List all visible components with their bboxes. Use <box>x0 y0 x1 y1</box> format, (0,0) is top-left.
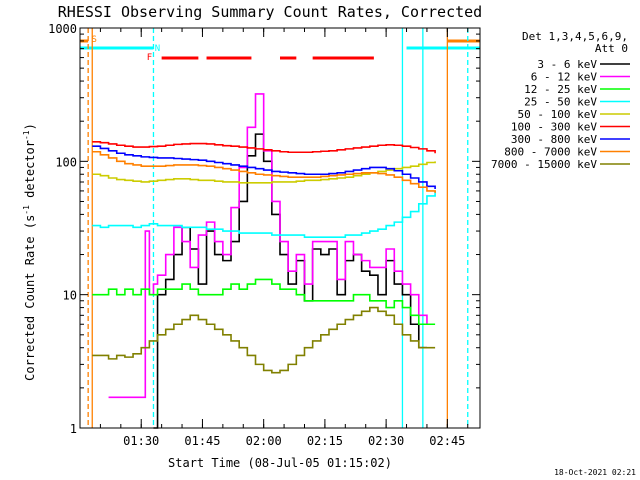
series-line-6 <box>92 145 436 190</box>
legend-label: 3 - 6 keV <box>537 58 597 71</box>
flag-label-n: N <box>155 44 160 54</box>
series-line-0 <box>153 133 427 429</box>
legend-label: 12 - 25 keV <box>524 83 597 96</box>
legend-header: Det 1,3,4,5,6,9, <box>522 30 628 43</box>
y-tick-label: 10 <box>63 289 77 303</box>
flag-label-s: S <box>91 35 96 45</box>
series-line-4 <box>92 161 436 184</box>
y-tick-label: 1000 <box>48 22 77 36</box>
series-line-1 <box>108 93 428 399</box>
legend-label: 100 - 300 keV <box>511 121 597 134</box>
chart-title: RHESSI Observing Summary Count Rates, Co… <box>58 3 482 21</box>
axes: 1 10 100 1000 01:30 01:45 02:00 02:15 02:30 02:45 <box>48 22 481 448</box>
x-tick-label: 02:15 <box>307 434 343 448</box>
vertical-markers <box>87 28 469 428</box>
legend-label: 6 - 12 keV <box>531 71 598 84</box>
y-tick-label: 1 <box>70 422 77 436</box>
plot-frame <box>79 27 481 429</box>
x-tick-label: 02:45 <box>429 434 465 448</box>
legend-header: Att 0 <box>595 42 628 55</box>
footer-timestamp: 18-Oct-2021 02:21 <box>554 468 636 477</box>
series-line-3 <box>92 190 436 238</box>
legend-label: 7000 - 15000 keV <box>491 158 597 171</box>
x-axis-label: Start Time (08-Jul-05 01:15:02) <box>168 456 392 470</box>
legend-label: 300 - 800 keV <box>511 133 597 146</box>
series-lines <box>92 93 436 429</box>
flag-bars: S NF <box>80 35 480 63</box>
series-line-5 <box>92 141 436 154</box>
series-line-8 <box>92 306 436 374</box>
x-tick-label: 01:30 <box>123 434 159 448</box>
legend-label: 50 - 100 keV <box>518 108 598 121</box>
series-line-2 <box>92 278 436 326</box>
x-tick-label: 02:00 <box>246 434 282 448</box>
legend-label: 25 - 50 keV <box>524 96 597 109</box>
x-tick-label: 01:45 <box>184 434 220 448</box>
series-line-7 <box>92 150 436 193</box>
legend-label: 800 - 7000 keV <box>504 146 597 159</box>
y-axis-label: Corrected Count Rate (s-1 detector-1) <box>22 123 37 381</box>
flag-label-f: F <box>147 53 152 63</box>
x-tick-label: 02:30 <box>368 434 404 448</box>
y-tick-label: 100 <box>55 155 77 169</box>
